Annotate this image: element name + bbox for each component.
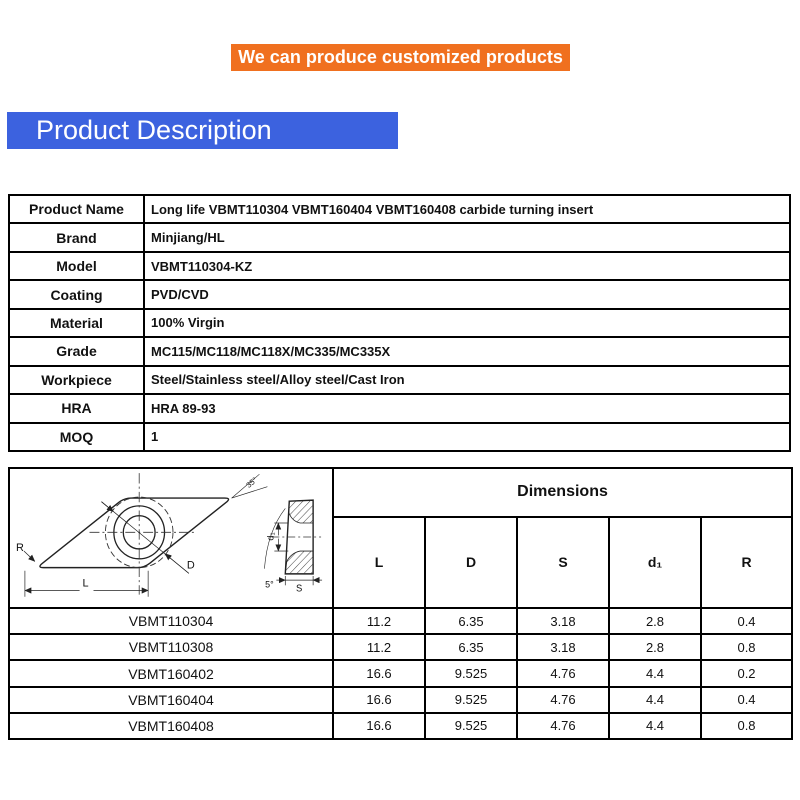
spec-label: HRA (8, 393, 145, 424)
spec-value: Long life VBMT110304 VBMT160404 VBMT1604… (143, 193, 791, 225)
spec-value: Minjiang/HL (143, 222, 791, 253)
spec-row: Model VBMT110304-KZ (8, 250, 791, 282)
dimensions-header: Dimensions (331, 467, 794, 518)
value-R: 0.8 (699, 711, 794, 741)
col-header-d1: d₁ (608, 515, 702, 610)
value-D: 6.35 (424, 633, 518, 662)
value-D: 9.525 (424, 659, 518, 688)
value-R: 0.4 (699, 685, 794, 714)
insert-outline (39, 497, 230, 569)
value-L: 11.2 (332, 633, 426, 662)
side-view-hatch-bottom (284, 550, 314, 575)
spec-value: PVD/CVD (143, 279, 791, 310)
value-d1: 4.4 (608, 711, 702, 741)
spec-row: Workpiece Steel/Stainless steel/Alloy st… (8, 364, 791, 396)
dimension-row: VBMT160404 16.6 9.525 4.76 4.4 0.4 (8, 685, 794, 714)
spec-value: VBMT110304-KZ (143, 250, 791, 282)
spec-label: Coating (8, 279, 145, 310)
dimension-row: VBMT160402 16.6 9.525 4.76 4.4 0.2 (8, 659, 794, 688)
spec-value: 1 (143, 421, 791, 452)
spec-label: Product Name (8, 193, 145, 225)
spec-row: Product Name Long life VBMT110304 VBMT16… (8, 193, 791, 225)
model-name: VBMT110308 (8, 633, 334, 662)
label-side-angle: 5° (265, 579, 274, 589)
model-name: VBMT160404 (8, 685, 334, 714)
label-D: D (187, 559, 195, 571)
spec-label: Workpiece (8, 364, 145, 396)
spec-row: Material 100% Virgin (8, 307, 791, 339)
value-R: 0.2 (699, 659, 794, 688)
value-D: 6.35 (424, 607, 518, 636)
label-R: R (16, 542, 24, 554)
value-S: 3.18 (516, 633, 610, 662)
spec-label: Grade (8, 336, 145, 367)
dimension-column-header-row: L D S d₁ R (9, 515, 794, 610)
spec-value: 100% Virgin (143, 307, 791, 339)
spec-value: HRA 89-93 (143, 393, 791, 424)
label-S: S (296, 583, 302, 594)
value-d1: 2.8 (608, 607, 702, 636)
side-view-hatch-top (288, 499, 314, 524)
insert-technical-drawing: D R L 35° (8, 466, 334, 610)
spec-row: Coating PVD/CVD (8, 279, 791, 310)
label-L: L (83, 577, 89, 589)
value-d1: 4.4 (608, 659, 702, 688)
spec-row: Brand Minjiang/HL (8, 222, 791, 253)
value-S: 3.18 (516, 607, 610, 636)
value-R: 0.4 (699, 607, 794, 636)
dimension-row: VBMT110304 11.2 6.35 3.18 2.8 0.4 (8, 607, 794, 636)
model-name: VBMT160408 (8, 711, 334, 741)
value-D: 9.525 (424, 711, 518, 741)
value-D: 9.525 (424, 685, 518, 714)
spec-row: HRA HRA 89-93 (8, 393, 791, 424)
spec-label: Model (8, 250, 145, 282)
dimension-row: VBMT160408 16.6 9.525 4.76 4.4 0.8 (8, 711, 794, 741)
value-d1: 2.8 (608, 633, 702, 662)
model-name: VBMT160402 (8, 659, 334, 688)
spec-row: MOQ 1 (8, 421, 791, 452)
value-S: 4.76 (516, 685, 610, 714)
col-header-S: S (516, 515, 610, 610)
spec-row: Grade MC115/MC118/MC118X/MC335/MC335X (8, 336, 791, 367)
col-header-D: D (424, 515, 518, 610)
label-tip-angle: 35° (245, 475, 259, 490)
value-R: 0.8 (699, 633, 794, 662)
spec-value: MC115/MC118/MC118X/MC335/MC335X (143, 336, 791, 367)
value-L: 16.6 (332, 711, 426, 741)
spec-label: MOQ (8, 421, 145, 452)
dimension-row: VBMT110308 11.2 6.35 3.18 2.8 0.8 (8, 633, 794, 662)
value-S: 4.76 (516, 659, 610, 688)
model-name: VBMT110304 (8, 607, 334, 636)
value-L: 11.2 (332, 607, 426, 636)
value-S: 4.76 (516, 711, 610, 741)
value-L: 16.6 (332, 659, 426, 688)
value-L: 16.6 (332, 685, 426, 714)
spec-label: Material (8, 307, 145, 339)
customized-products-banner: We can produce customized products (231, 44, 570, 71)
spec-value: Steel/Stainless steel/Alloy steel/Cast I… (143, 364, 791, 396)
col-header-L: L (332, 515, 426, 610)
spec-table: Product Name Long life VBMT110304 VBMT16… (8, 193, 791, 452)
value-d1: 4.4 (608, 685, 702, 714)
spec-label: Brand (8, 222, 145, 253)
dimensions-table: D R L 35° (8, 466, 794, 741)
section-title-product-description: Product Description (7, 112, 398, 149)
col-header-R: R (699, 515, 794, 610)
